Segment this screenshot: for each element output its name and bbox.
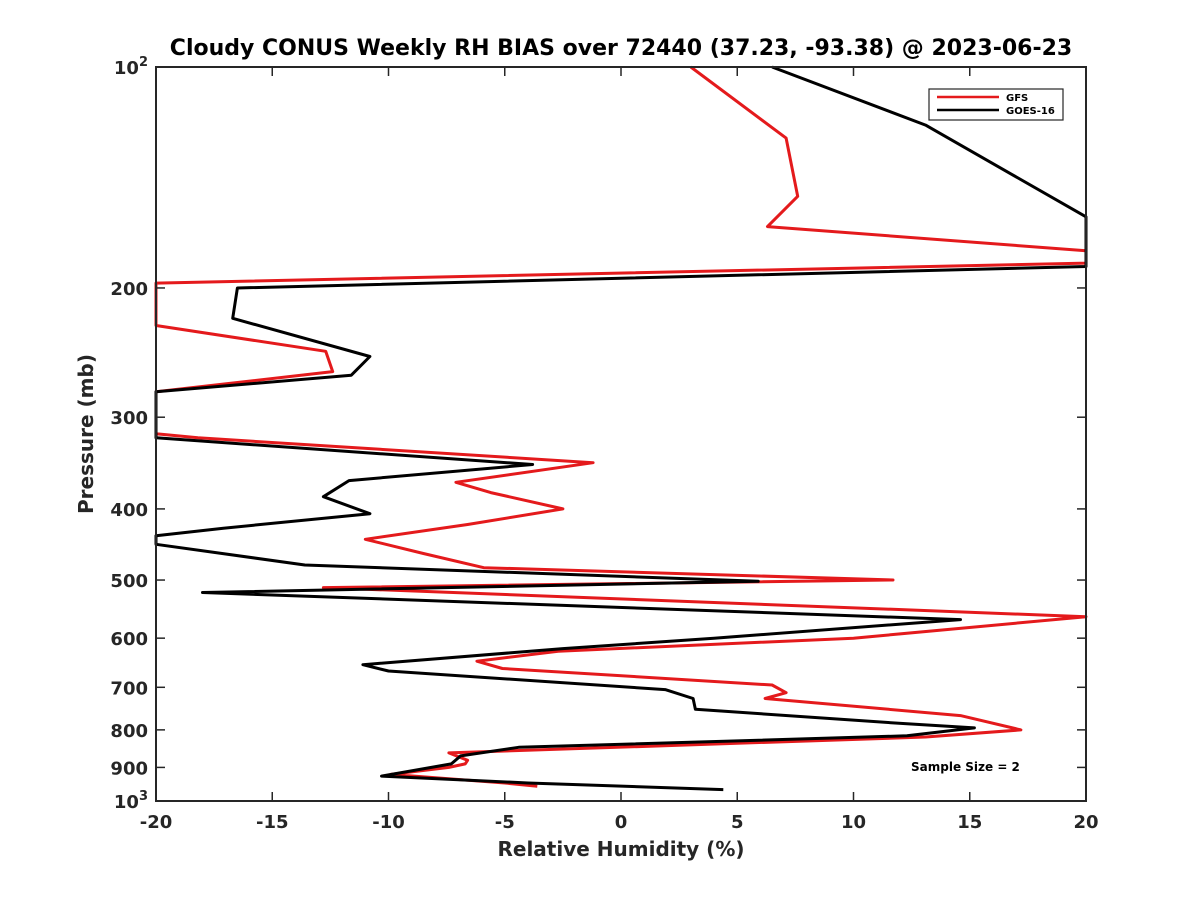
x-tick-label: 15 [957, 812, 982, 833]
y-axis-ticks: 102 200 300 400 500 600 700 800 900 103 [110, 55, 1086, 813]
y-tick-label: 300 [110, 408, 148, 429]
chart-title: Cloudy CONUS Weekly RH BIAS over 72440 (… [170, 36, 1072, 61]
x-tick-label: -15 [256, 812, 289, 833]
y-tick-label: 600 [110, 629, 148, 650]
x-axis-ticks: -20 -15 -10 -5 0 5 10 15 20 [140, 67, 1099, 833]
x-tick-label: -10 [372, 812, 405, 833]
y-tick-label: 500 [110, 571, 148, 592]
x-tick-label: 5 [731, 812, 744, 833]
sample-size-annotation: Sample Size = 2 [911, 760, 1020, 774]
x-tick-label: 20 [1073, 812, 1098, 833]
plot-background [156, 67, 1086, 801]
series-line-goes16 [154, 65, 1088, 792]
x-tick-label: -20 [140, 812, 173, 833]
legend: GFS GOES-16 [928, 88, 1064, 121]
y-axis-label: Pressure (mb) [74, 354, 98, 514]
y-tick-label: 800 [110, 721, 148, 742]
x-tick-label: 10 [841, 812, 866, 833]
legend-label-gfs: GFS [1006, 93, 1028, 104]
x-tick-label: 0 [615, 812, 628, 833]
x-tick-label: -5 [495, 812, 515, 833]
y-tick-label: 103 [114, 789, 148, 813]
legend-label-goes16: GOES-16 [1006, 106, 1055, 117]
legend-box [928, 88, 1064, 121]
y-tick-label: 900 [110, 758, 148, 779]
y-tick-label: 400 [110, 500, 148, 521]
x-axis-label: Relative Humidity (%) [497, 837, 744, 861]
y-tick-label: 700 [110, 678, 148, 699]
y-tick-label: 200 [110, 279, 148, 300]
y-tick-label: 102 [114, 55, 148, 79]
